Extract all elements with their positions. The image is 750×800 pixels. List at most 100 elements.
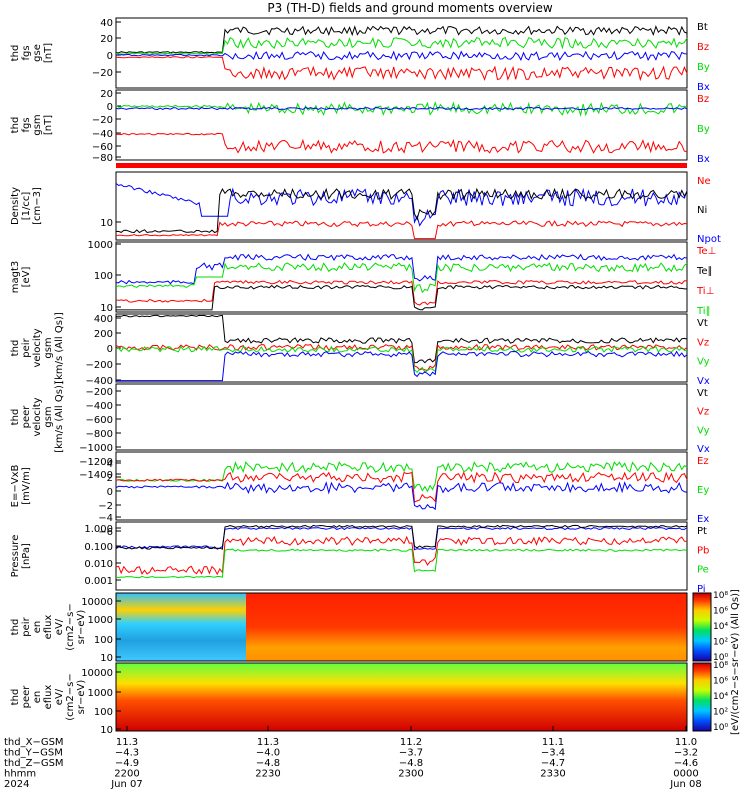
trace-peir_vel-green [115, 345, 688, 374]
legend-label-Vt: Vt [697, 388, 708, 399]
y-tick-label: −40 [92, 129, 113, 140]
trace-fgs_gsm-red [115, 132, 688, 154]
x-row-value: −4.8 [256, 758, 280, 769]
y-tick-label: −20 [92, 115, 113, 126]
legend-label-Vx: Vx [697, 376, 710, 387]
y-axis-label: Pressure [10, 535, 21, 578]
y-axis-label: sr−eV) [76, 610, 87, 645]
y-axis-label: peer [21, 405, 32, 429]
x-row-value: −3.4 [541, 748, 565, 759]
y-axis-label: [nT] [43, 43, 54, 63]
x-row-value: −4.8 [399, 758, 423, 769]
y-axis-label: [eV] [21, 267, 32, 288]
legend-label-Ni: Ni [697, 205, 707, 216]
legend-label-Bz: Bz [697, 42, 709, 53]
trace-fgs_gse-black [115, 25, 688, 54]
trace-efield-blue [115, 481, 688, 511]
y-axis-label: Density [10, 187, 21, 225]
legend-label-Vt: Vt [697, 318, 708, 329]
legend-label-Pi: Pi [697, 584, 706, 595]
y-tick-label: 0 [107, 102, 113, 113]
y-axis-label: gse [32, 44, 43, 62]
y-axis-label: [1/cc] [21, 192, 32, 221]
peer-spectrogram [116, 663, 687, 731]
y-axis-label: [cm−3] [32, 187, 43, 225]
y-axis-label: gsm [32, 114, 43, 135]
trace-fgs_gse-green [115, 36, 688, 55]
x-row-value: 2330 [540, 769, 565, 780]
legend-label-Pt: Pt [697, 526, 707, 537]
panel-peer_vel: thd peer velocity gsm [km/s (All Qs)] −200 −40… [10, 381, 710, 481]
trace-pressure-red [115, 535, 688, 576]
y-tick-label: 100 [94, 271, 113, 282]
x-row-value: −3.2 [674, 748, 698, 759]
panel-peer_spec: thd peer en eflux eV/(cm2−s− sr−eV)10000 1000 1… [10, 662, 688, 736]
panel-pressure: Pressure [nPa] 1.000 0.100 0.010 0.001 Pt Pb Pe P… [10, 521, 709, 595]
y-axis-label: peir [21, 337, 32, 357]
legend-label-Vy: Vy [697, 425, 710, 436]
y-axis-label: eflux [43, 615, 54, 640]
y-tick-label: 200 [94, 329, 113, 340]
y-axis-label: thd [10, 117, 21, 134]
y-tick-label: −20 [92, 68, 113, 79]
x-row-value: 11.0 [675, 737, 697, 748]
trace-fgs_gse-red [115, 56, 688, 82]
colorbar-lower-tick: 10² [713, 708, 728, 718]
panel-density: Density [1/cc] [cm−3] 10 Ne Ni Npot [10, 171, 721, 245]
x-row-value: 11.3 [116, 737, 138, 748]
y-tick-label: −1200 [79, 457, 113, 468]
legend-label-Te⊥: Te⊥ [696, 246, 716, 257]
legend-label-Vz: Vz [697, 407, 709, 418]
y-axis-label: magt3 [10, 261, 21, 294]
trace-pressure-green [115, 548, 688, 579]
trace-fgs_gsm-blue [115, 106, 688, 111]
legend-label-Ti∥: Ti∥ [696, 306, 711, 317]
y-axis-label: thd [10, 340, 21, 357]
y-tick-label: −6 [98, 527, 113, 538]
trace-pressure-blue [115, 526, 688, 551]
y-axis-label: [km/s (All Qs)] [54, 381, 65, 453]
x-row-value: 0000 [673, 769, 698, 780]
colorbar-upper-tick: 10² [713, 638, 728, 648]
y-axis-label: thd [10, 409, 21, 426]
legend-label-Bz: Bz [697, 94, 709, 105]
colorbar-label: [eV/(cm2−s−sr−eV) (All Qs)] [730, 589, 741, 735]
legend-label-Te∥: Te∥ [696, 266, 713, 277]
y-tick-label: 1.000 [84, 524, 113, 535]
y-axis-label: [nPa] [21, 543, 32, 569]
x-row-value: −3.7 [399, 748, 423, 759]
y-tick-label: 10 [100, 218, 113, 229]
x-row-label: thd_Z−GSM [4, 758, 64, 769]
figure-title: P3 (TH-D) fields and ground moments over… [267, 1, 552, 15]
trace-peir_vel-blue [116, 350, 688, 382]
legend-label-Ez: Ez [697, 456, 709, 467]
y-tick-label: 20 [100, 34, 113, 45]
colorbar-upper-tick: 10⁴ [713, 622, 728, 632]
y-axis-label: en [32, 691, 43, 704]
legend-label-Bx: Bx [697, 82, 710, 93]
panel-fgs_gse: thd fgs gse [nT] 40 20 0 −20 Bt Bz By Bx [10, 17, 710, 93]
legend-label-Vz: Vz [697, 337, 709, 348]
legend-label-Ey: Ey [697, 485, 709, 496]
y-axis-label: E=−VxB [10, 465, 21, 508]
x-row-value: 2230 [255, 769, 280, 780]
y-tick-label: −200 [86, 360, 113, 371]
panel-frame [115, 521, 688, 591]
legend-label-Ti⊥: Ti⊥ [696, 286, 714, 297]
colorbar-lower-tick: 10⁸ [713, 661, 728, 671]
x-row-label: hhmm [4, 769, 36, 780]
x-row-value: −4.9 [115, 758, 139, 769]
colorbar-lower-tick: 10⁰ [713, 723, 728, 733]
y-tick-label: 1000 [88, 240, 113, 251]
y-tick-label: −400 [86, 376, 113, 387]
quality-flag-bar [116, 163, 687, 168]
y-tick-label: −800 [86, 429, 113, 440]
panel-frame [115, 241, 688, 313]
y-tick-label: −4 [98, 513, 113, 524]
y-axis-label: peir [21, 616, 32, 636]
panel-frame [115, 662, 688, 732]
legend-label-Bt: Bt [697, 22, 708, 33]
panel-frame [115, 592, 688, 662]
y-tick-label: −400 [86, 401, 113, 412]
